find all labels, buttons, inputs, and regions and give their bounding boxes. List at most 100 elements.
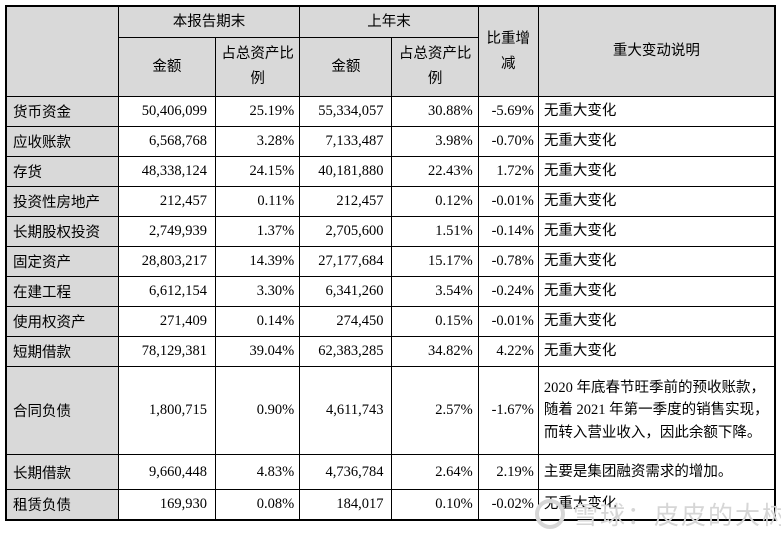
corner-blank-cell	[5, 5, 119, 97]
ratio-prior-cell: 1.51%	[391, 216, 479, 247]
amount-current-cell: 6,568,768	[117, 126, 217, 157]
report-page: 本报告期末 上年末 比重增减 重大变动说明 金额 占总资产比例 金额 占总资产比…	[5, 5, 776, 521]
row-label: 应收账款	[5, 126, 119, 157]
ratio-current-cell: 0.11%	[215, 186, 301, 217]
change-note-cell: 无重大变化	[537, 216, 776, 247]
ratio-current-cell: 0.14%	[215, 306, 301, 337]
amount-prior-cell: 40,181,880	[299, 156, 393, 187]
ratio-change-cell: 2.19%	[477, 454, 539, 490]
row-label: 在建工程	[5, 276, 119, 307]
amount-prior-cell: 7,133,487	[299, 126, 393, 157]
change-note-cell: 无重大变化	[537, 96, 776, 127]
ratio-current-cell: 3.30%	[215, 276, 301, 307]
ratio-change-cell: -0.70%	[477, 126, 539, 157]
ratio-prior-cell: 15.17%	[391, 246, 479, 277]
ratio-current-cell: 3.28%	[215, 126, 301, 157]
ratio-change-cell: -0.02%	[477, 489, 539, 520]
subheader-amount-current: 金额	[117, 37, 217, 97]
table-row: 短期借款 78,129,381 39.04% 62,383,285 34.82%…	[5, 336, 776, 367]
amount-prior-cell: 27,177,684	[299, 246, 393, 277]
row-label: 存货	[5, 156, 119, 187]
amount-prior-cell: 4,736,784	[299, 454, 393, 490]
change-note-cell: 2020 年底春节旺季前的预收账款，随着 2021 年第一季度的销售实现，而转入…	[537, 366, 776, 455]
change-note-cell: 无重大变化	[537, 156, 776, 187]
amount-current-cell: 212,457	[117, 186, 217, 217]
ratio-current-cell: 39.04%	[215, 336, 301, 367]
amount-prior-cell: 274,450	[299, 306, 393, 337]
assets-liabilities-table: 本报告期末 上年末 比重增减 重大变动说明 金额 占总资产比例 金额 占总资产比…	[5, 5, 776, 521]
change-note-cell: 无重大变化	[537, 306, 776, 337]
header-major-change-note: 重大变动说明	[537, 5, 776, 97]
ratio-prior-cell: 3.98%	[391, 126, 479, 157]
table-row: 存货 48,338,124 24.15% 40,181,880 22.43% 1…	[5, 156, 776, 187]
amount-current-cell: 1,800,715	[117, 366, 217, 455]
amount-current-cell: 2,749,939	[117, 216, 217, 247]
ratio-change-cell: 1.72%	[477, 156, 539, 187]
amount-prior-cell: 6,341,260	[299, 276, 393, 307]
ratio-change-cell: -0.01%	[477, 306, 539, 337]
table-row: 在建工程 6,612,154 3.30% 6,341,260 3.54% -0.…	[5, 276, 776, 307]
ratio-prior-cell: 34.82%	[391, 336, 479, 367]
row-label: 短期借款	[5, 336, 119, 367]
ratio-current-cell: 14.39%	[215, 246, 301, 277]
table-row: 使用权资产 271,409 0.14% 274,450 0.15% -0.01%…	[5, 306, 776, 337]
amount-current-cell: 48,338,124	[117, 156, 217, 187]
amount-prior-cell: 212,457	[299, 186, 393, 217]
table-row: 租赁负债 169,930 0.08% 184,017 0.10% -0.02% …	[5, 489, 776, 520]
change-note-cell: 主要是集团融资需求的增加。	[537, 454, 776, 490]
table-row: 投资性房地产 212,457 0.11% 212,457 0.12% -0.01…	[5, 186, 776, 217]
amount-current-cell: 28,803,217	[117, 246, 217, 277]
row-label: 长期股权投资	[5, 216, 119, 247]
ratio-prior-cell: 2.64%	[391, 454, 479, 490]
header-current-period: 本报告期末	[117, 5, 301, 38]
ratio-prior-cell: 0.10%	[391, 489, 479, 520]
subheader-ratio-current: 占总资产比例	[215, 37, 301, 97]
header-prior-year: 上年末	[299, 5, 479, 38]
ratio-current-cell: 0.08%	[215, 489, 301, 520]
table-row: 合同负债 1,800,715 0.90% 4,611,743 2.57% -1.…	[5, 366, 776, 455]
change-note-cell: 无重大变化	[537, 126, 776, 157]
ratio-current-cell: 25.19%	[215, 96, 301, 127]
table-row: 长期借款 9,660,448 4.83% 4,736,784 2.64% 2.1…	[5, 454, 776, 490]
ratio-current-cell: 0.90%	[215, 366, 301, 455]
ratio-prior-cell: 30.88%	[391, 96, 479, 127]
amount-current-cell: 6,612,154	[117, 276, 217, 307]
ratio-change-cell: -0.78%	[477, 246, 539, 277]
ratio-current-cell: 24.15%	[215, 156, 301, 187]
row-label: 投资性房地产	[5, 186, 119, 217]
table-row: 应收账款 6,568,768 3.28% 7,133,487 3.98% -0.…	[5, 126, 776, 157]
change-note-cell: 无重大变化	[537, 489, 776, 520]
ratio-prior-cell: 3.54%	[391, 276, 479, 307]
change-note-cell: 无重大变化	[537, 186, 776, 217]
ratio-change-cell: 4.22%	[477, 336, 539, 367]
ratio-current-cell: 4.83%	[215, 454, 301, 490]
ratio-prior-cell: 2.57%	[391, 366, 479, 455]
header-ratio-change: 比重增减	[477, 5, 539, 97]
ratio-prior-cell: 0.15%	[391, 306, 479, 337]
amount-current-cell: 271,409	[117, 306, 217, 337]
table-row: 长期股权投资 2,749,939 1.37% 2,705,600 1.51% -…	[5, 216, 776, 247]
change-note-cell: 无重大变化	[537, 276, 776, 307]
ratio-current-cell: 1.37%	[215, 216, 301, 247]
ratio-change-cell: -0.01%	[477, 186, 539, 217]
change-note-cell: 无重大变化	[537, 246, 776, 277]
amount-prior-cell: 55,334,057	[299, 96, 393, 127]
amount-prior-cell: 62,383,285	[299, 336, 393, 367]
ratio-change-cell: -0.14%	[477, 216, 539, 247]
subheader-ratio-prior: 占总资产比例	[391, 37, 479, 97]
table-row: 固定资产 28,803,217 14.39% 27,177,684 15.17%…	[5, 246, 776, 277]
row-label: 固定资产	[5, 246, 119, 277]
ratio-change-cell: -0.24%	[477, 276, 539, 307]
ratio-prior-cell: 0.12%	[391, 186, 479, 217]
change-note-cell: 无重大变化	[537, 336, 776, 367]
subheader-amount-prior: 金额	[299, 37, 393, 97]
row-label: 使用权资产	[5, 306, 119, 337]
ratio-change-cell: -5.69%	[477, 96, 539, 127]
ratio-change-cell: -1.67%	[477, 366, 539, 455]
amount-prior-cell: 184,017	[299, 489, 393, 520]
amount-current-cell: 169,930	[117, 489, 217, 520]
amount-prior-cell: 4,611,743	[299, 366, 393, 455]
amount-prior-cell: 2,705,600	[299, 216, 393, 247]
amount-current-cell: 9,660,448	[117, 454, 217, 490]
row-label: 货币资金	[5, 96, 119, 127]
